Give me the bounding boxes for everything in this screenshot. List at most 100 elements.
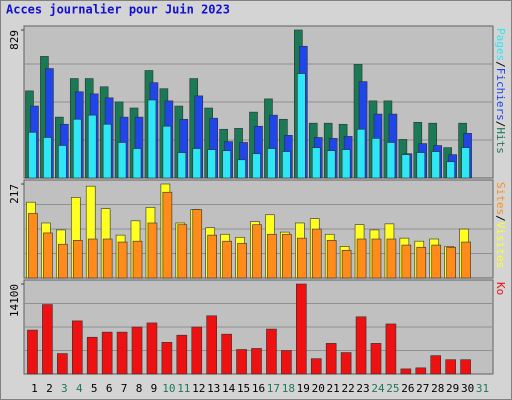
x-tick-label: 12	[192, 382, 205, 395]
x-tick-label: 4	[76, 382, 83, 395]
bar	[251, 348, 262, 375]
x-tick-label: 5	[91, 382, 98, 395]
legend-entry: Ko	[494, 282, 507, 295]
bar	[355, 316, 367, 375]
x-tick-label: 23	[356, 382, 369, 395]
bar	[252, 224, 262, 279]
legend: Sites/Visites	[494, 182, 507, 268]
legend-entry: Visites	[494, 222, 507, 268]
bar	[132, 240, 143, 279]
bar	[222, 240, 232, 279]
bar	[147, 99, 157, 179]
bar	[326, 240, 337, 279]
bar	[161, 342, 173, 375]
x-tick-label: 18	[282, 382, 295, 395]
x-tick-label: 25	[386, 382, 399, 395]
x-tick-label: 7	[121, 382, 128, 395]
bar	[401, 154, 411, 179]
legend-entry: Sites	[494, 182, 507, 215]
x-tick-label: 20	[312, 382, 325, 395]
x-tick-label: 17	[267, 382, 280, 395]
bar	[296, 283, 307, 375]
bar	[176, 334, 188, 375]
bar	[192, 209, 203, 279]
bar	[356, 238, 367, 279]
legend-separator: /	[494, 215, 507, 222]
bar	[42, 304, 53, 375]
bar	[431, 151, 441, 179]
bar	[102, 238, 113, 279]
bar	[71, 320, 83, 375]
legend-separator: /	[494, 61, 507, 68]
bar	[431, 244, 442, 279]
bar	[282, 151, 291, 179]
bar	[416, 152, 426, 179]
bar	[192, 148, 202, 179]
bar	[297, 73, 306, 179]
bar	[356, 128, 366, 179]
y-tick-label: 829	[8, 30, 21, 50]
bar	[206, 315, 217, 375]
x-tick-label: 24	[371, 382, 385, 395]
legend-separator: /	[494, 121, 507, 128]
bar	[131, 326, 143, 375]
x-tick-label: 21	[327, 382, 340, 395]
bar	[28, 131, 37, 179]
bar	[102, 123, 112, 179]
bar	[101, 331, 113, 375]
bar	[132, 148, 142, 179]
bar	[267, 233, 277, 279]
legend-entry: Fichiers	[494, 68, 507, 121]
x-tick-label: 1	[31, 382, 38, 395]
bar	[311, 147, 321, 179]
bar	[236, 349, 247, 375]
bar	[117, 142, 127, 179]
x-tick-label: 10	[162, 382, 175, 395]
bar	[415, 367, 427, 375]
legend-entry: Hits	[494, 127, 507, 154]
bar	[222, 150, 231, 179]
bar	[237, 159, 246, 179]
bar	[297, 237, 307, 279]
bar	[460, 359, 471, 375]
bar	[147, 222, 158, 279]
bar	[311, 228, 322, 279]
bar	[221, 333, 232, 375]
x-tick-label: 27	[416, 382, 429, 395]
bar	[341, 149, 351, 179]
bar	[401, 244, 412, 279]
x-tick-label: 19	[297, 382, 310, 395]
x-tick-label: 2	[46, 382, 53, 395]
bar	[207, 234, 217, 279]
bar	[310, 358, 322, 375]
bar	[461, 241, 471, 279]
x-tick-label: 11	[177, 382, 190, 395]
bar	[86, 336, 98, 375]
bar	[162, 191, 173, 279]
bar	[28, 213, 38, 279]
x-tick-label: 3	[61, 382, 68, 395]
bar	[177, 152, 187, 179]
x-tick-label: 15	[237, 382, 250, 395]
x-tick-label: 28	[431, 382, 444, 395]
bar	[386, 238, 397, 279]
bar	[58, 243, 68, 279]
bar	[87, 114, 97, 179]
bar	[445, 359, 456, 375]
bar	[58, 145, 67, 179]
bar	[237, 243, 247, 279]
bar	[400, 368, 412, 375]
bar	[57, 353, 68, 375]
x-tick-label: 13	[207, 382, 220, 395]
bar	[207, 149, 216, 179]
x-tick-label: 9	[151, 382, 158, 395]
x-tick-label: 31	[476, 382, 489, 395]
bar	[371, 238, 382, 279]
bar	[117, 241, 128, 279]
bar	[43, 232, 53, 279]
legend: Pages/Fichiers/Hits	[494, 28, 507, 154]
y-tick-label: 217	[8, 184, 21, 204]
bar	[72, 240, 83, 279]
bar	[43, 137, 52, 179]
